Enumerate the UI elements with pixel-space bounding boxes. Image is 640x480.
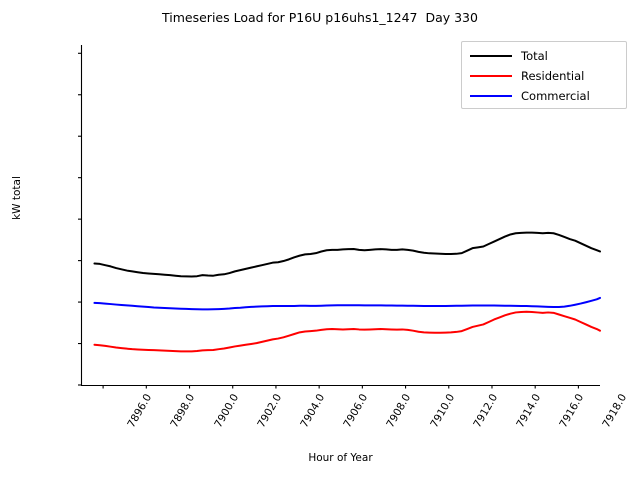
y-axis-ticks — [78, 52, 82, 386]
legend-swatch-commercial — [470, 95, 512, 97]
legend-label-total: Total — [521, 49, 548, 63]
x-tick-label: 7910.0 — [427, 392, 457, 430]
x-tick-label: 7908.0 — [384, 392, 414, 430]
x-tick-label: 7912.0 — [471, 392, 500, 430]
x-tick-label: 7896.0 — [125, 392, 155, 430]
legend-swatch-residential — [470, 75, 512, 77]
axes-spines — [80, 45, 600, 387]
x-axis-label: Hour of Year — [308, 452, 373, 464]
legend-item-commercial: Commercial — [470, 86, 590, 106]
legend-swatch-total — [470, 55, 512, 57]
chart-legend: Total Residential Commercial — [461, 41, 627, 109]
x-tick-label: 7898.0 — [168, 392, 198, 430]
data-series-lines — [93, 231, 601, 353]
x-tick-label: 7900.0 — [211, 392, 241, 430]
x-tick-label: 7902.0 — [255, 392, 284, 430]
series-line-commercial — [93, 296, 601, 311]
legend-label-commercial: Commercial — [521, 89, 590, 103]
x-tick-label: 7914.0 — [514, 392, 544, 430]
series-line-total — [93, 231, 601, 278]
x-tick-label: 7916.0 — [557, 392, 587, 430]
x-tick-label: 7918.0 — [600, 392, 630, 430]
chart-title: Timeseries Load for P16U p16uhs1_1247 Da… — [162, 10, 478, 25]
legend-item-residential: Residential — [470, 66, 584, 86]
legend-label-residential: Residential — [521, 69, 585, 83]
x-tick-label: 7906.0 — [341, 392, 371, 430]
x-axis-ticks — [102, 385, 579, 389]
x-tick-label: 7904.0 — [298, 392, 328, 430]
series-line-residential — [93, 310, 601, 353]
legend-item-total: Total — [470, 46, 548, 66]
